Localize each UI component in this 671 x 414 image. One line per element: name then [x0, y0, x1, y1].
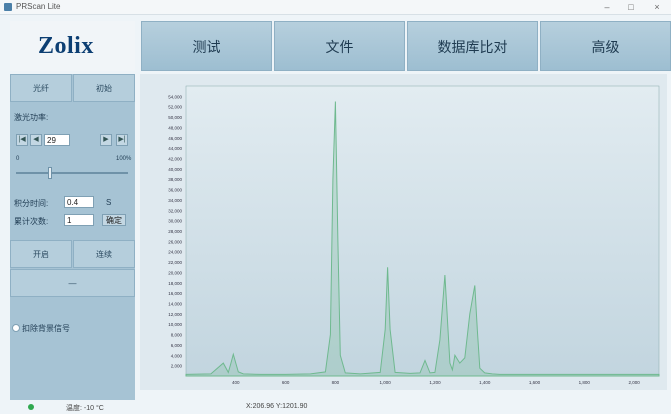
y-tick-label: 46,000 [168, 136, 182, 141]
accumulation-input[interactable]: 1 [64, 214, 94, 226]
spectrum-plot: 54,000 52,000 50,000 48,000 46,000 44,000 42,0… [168, 85, 660, 385]
progress-bar: — [10, 269, 135, 297]
x-tick-label: 1,000 [380, 380, 392, 385]
window-title: PRScan Lite [16, 2, 61, 11]
logo-area: Zolix [10, 21, 135, 71]
y-tick-label: 16,000 [168, 291, 182, 296]
laser-power-label: 激光功率: [14, 113, 49, 122]
accumulation-label: 累计次数: [14, 217, 49, 226]
integration-time-input[interactable]: 0.4 [64, 196, 94, 208]
x-tick-label: 2,000 [628, 380, 640, 385]
background-subtract-checkbox[interactable] [12, 324, 20, 332]
title-bar: PRScan Lite – □ × [0, 0, 671, 15]
maximize-button[interactable]: □ [628, 2, 634, 12]
y-tick-label: 4,000 [171, 353, 183, 358]
laser-power-input[interactable]: 29 [44, 134, 70, 146]
tab-database-compare[interactable]: 数据库比对 [407, 21, 538, 71]
close-button[interactable]: × [654, 2, 660, 12]
y-tick-label: 48,000 [168, 125, 182, 130]
tab-advanced[interactable]: 高级 [540, 21, 671, 71]
y-tick-label: 28,000 [168, 229, 182, 234]
y-tick-label: 6,000 [171, 343, 183, 348]
y-tick-label: 40,000 [168, 167, 182, 172]
y-tick-label: 8,000 [171, 333, 183, 338]
y-tick-label: 14,000 [168, 302, 182, 307]
tab-file[interactable]: 文件 [274, 21, 405, 71]
fiber-button[interactable]: 光纤 [10, 74, 72, 102]
step-first-button[interactable]: |◀ [16, 134, 28, 146]
y-tick-label: 42,000 [168, 157, 182, 162]
tab-test[interactable]: 测试 [141, 21, 272, 71]
x-tick-label: 800 [332, 380, 340, 385]
step-back-button[interactable]: ◀ [30, 134, 42, 146]
y-tick-label: 36,000 [168, 188, 182, 193]
minimize-button[interactable]: – [604, 2, 610, 12]
control-panel: 光纤 初始 激光功率: |◀ ◀ 29 ▶ ▶| 0 100% 积分时间: 0.… [10, 74, 135, 400]
y-tick-label: 2,000 [171, 364, 183, 369]
cursor-coords-readout: X:206.96 Y:1201.90 [246, 403, 308, 410]
status-indicator-icon [28, 404, 34, 410]
y-tick-label: 30,000 [168, 219, 182, 224]
plot-area [185, 85, 660, 377]
y-tick-label: 34,000 [168, 198, 182, 203]
slider-min-label: 0 [16, 156, 20, 162]
temperature-readout: 温度: -10 °C [66, 405, 104, 412]
spectrum-chart: 54,000 52,000 50,000 48,000 46,000 44,000 42,0… [140, 74, 667, 390]
integration-time-label: 积分时间: [14, 199, 49, 208]
slider-max-label: 100% [116, 156, 132, 162]
app-icon [4, 3, 12, 11]
x-tick-label: 400 [232, 380, 240, 385]
x-tick-label: 1,600 [529, 380, 541, 385]
y-tick-label: 22,000 [168, 260, 182, 265]
x-tick-label: 1,800 [579, 380, 591, 385]
y-tick-label: 18,000 [168, 281, 182, 286]
brand-logo: Zolix [38, 33, 94, 59]
y-tick-label: 32,000 [168, 208, 182, 213]
step-last-button[interactable]: ▶| [116, 134, 128, 146]
continuous-button[interactable]: 连续 [73, 240, 135, 268]
step-forward-button[interactable]: ▶ [100, 134, 112, 146]
x-tick-label: 1,200 [429, 380, 441, 385]
y-tick-label: 26,000 [168, 239, 182, 244]
status-bar: 温度: -10 °C X:206.96 Y:1201.90 [0, 400, 671, 414]
power-slider-track[interactable] [16, 172, 128, 174]
start-button[interactable]: 开启 [10, 240, 72, 268]
integration-time-unit: S [106, 198, 112, 207]
x-tick-label: 600 [282, 380, 290, 385]
y-tick-label: 12,000 [168, 312, 182, 317]
y-tick-label: 54,000 [168, 94, 182, 99]
y-tick-label: 50,000 [168, 115, 182, 120]
y-tick-label: 44,000 [168, 146, 182, 151]
y-tick-label: 10,000 [168, 322, 182, 327]
init-button[interactable]: 初始 [73, 74, 135, 102]
x-tick-label: 1,400 [479, 380, 491, 385]
background-subtract-label: 扣除背景信号 [22, 324, 70, 333]
y-tick-label: 38,000 [168, 177, 182, 182]
power-slider-thumb[interactable] [48, 167, 53, 179]
spectrum-trace [185, 101, 660, 377]
y-tick-label: 24,000 [168, 250, 182, 255]
y-tick-label: 20,000 [168, 270, 182, 275]
apply-button[interactable]: 确定 [102, 214, 126, 226]
y-tick-label: 52,000 [168, 105, 182, 110]
